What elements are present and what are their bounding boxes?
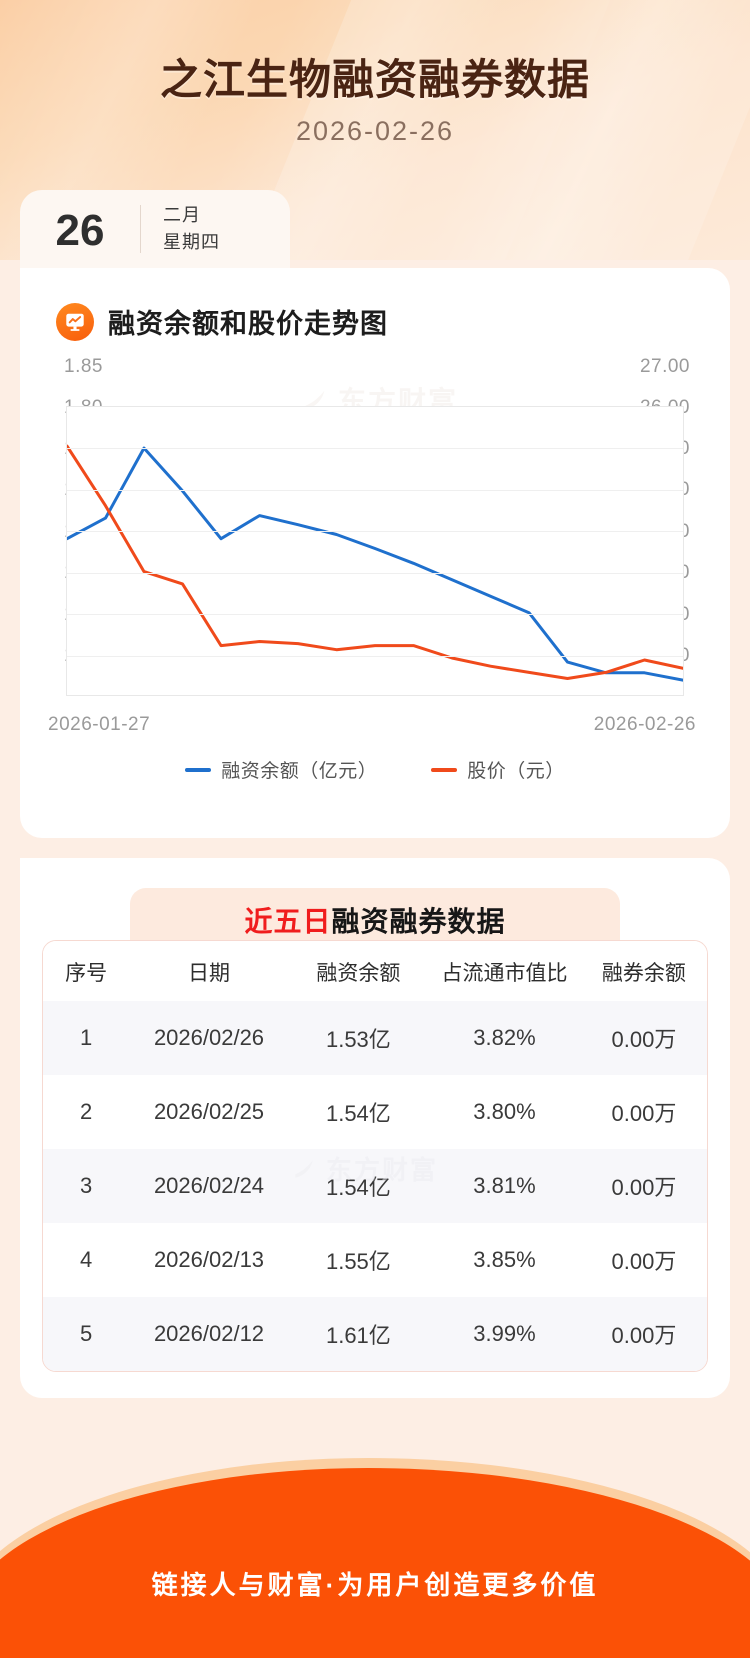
y-left-tick-1_85: 1.85	[64, 356, 103, 377]
y-right-tick-27: 27.00	[639, 356, 690, 377]
gridline	[67, 573, 683, 574]
cell-index: 2	[43, 1075, 130, 1149]
cell-sec-balance: 0.00万	[580, 1149, 707, 1223]
gridline	[67, 448, 683, 449]
calendar-month: 二月	[163, 205, 201, 225]
cell-date: 2026/02/13	[129, 1223, 289, 1297]
col-header-date: 日期	[129, 941, 289, 1001]
table-row[interactable]: 1 2026/02/26 1.53亿 3.82% 0.00万	[43, 1001, 707, 1075]
table-header-row: 序号 日期 融资余额 占流通市值比 融券余额	[43, 941, 707, 1001]
chart-card: 融资余额和股价走势图 东方财富 1.85 1.80 1.75 1.70 1.65…	[20, 268, 730, 838]
table-row[interactable]: 5 2026/02/12 1.61亿 3.99% 0.00万	[43, 1297, 707, 1371]
gridline	[67, 614, 683, 615]
table-title: 近五日融资融券数据	[244, 900, 505, 940]
chart-title: 融资余额和股价走势图	[108, 309, 388, 339]
table-row[interactable]: 3 2026/02/24 1.54亿 3.81% 0.00万	[43, 1149, 707, 1223]
legend-item-guijia[interactable]: 股价（元）	[431, 756, 565, 783]
chart-area: 东方财富 1.85 1.80 1.75 1.70 1.65 1.60 1.55 …	[20, 356, 730, 824]
cell-balance: 1.54亿	[288, 1149, 429, 1223]
table-row[interactable]: 4 2026/02/13 1.55亿 3.85% 0.00万	[43, 1223, 707, 1297]
chart-lines	[65, 444, 685, 682]
cell-date: 2026/02/26	[129, 1001, 289, 1075]
table-row[interactable]: 2 2026/02/25 1.54亿 3.80% 0.00万	[43, 1075, 707, 1149]
cell-sec-balance: 0.00万	[580, 1223, 707, 1297]
cell-balance: 1.54亿	[288, 1075, 429, 1149]
col-header-balance: 融资余额	[288, 941, 429, 1001]
calendar-weekday: 星期四	[163, 232, 220, 252]
chart-monitor-icon	[56, 302, 94, 341]
page-subtitle-date: 2026-02-26	[295, 116, 455, 146]
cell-date: 2026/02/24	[129, 1149, 289, 1223]
page-title: 之江生物融资融券数据	[159, 56, 590, 103]
chart-legend: 融资余额（亿元） 股价（元）	[20, 756, 730, 783]
cell-sec-balance: 0.00万	[580, 1001, 707, 1075]
legend-label-rongzi-yue: 融资余额（亿元）	[221, 761, 378, 782]
cell-index: 5	[43, 1297, 130, 1371]
legend-swatch-blue	[185, 767, 212, 772]
cell-pct: 3.82%	[428, 1001, 581, 1075]
x-axis-start-label: 2026-01-27	[48, 714, 151, 735]
cell-pct: 3.99%	[428, 1297, 581, 1371]
gridline	[67, 656, 683, 657]
x-axis-end-label: 2026-02-26	[593, 714, 696, 735]
legend-item-rongzi-yue[interactable]: 融资余额（亿元）	[185, 756, 377, 783]
cell-sec-balance: 0.00万	[580, 1075, 707, 1149]
col-header-pct: 占流通市值比	[428, 941, 581, 1001]
col-header-index: 序号	[43, 941, 130, 1001]
cell-balance: 1.53亿	[288, 1001, 429, 1075]
cell-pct: 3.80%	[428, 1075, 581, 1149]
cell-date: 2026/02/25	[129, 1075, 289, 1149]
chart-header: 融资余额和股价走势图	[56, 302, 388, 341]
calendar-day: 26	[55, 206, 105, 255]
legend-label-guijia: 股价（元）	[467, 761, 565, 782]
cell-index: 1	[43, 1001, 130, 1075]
cell-balance: 1.55亿	[288, 1223, 429, 1297]
col-header-sec-balance: 融券余额	[580, 941, 707, 1001]
legend-swatch-orange	[431, 767, 458, 772]
gridline	[67, 490, 683, 491]
cell-balance: 1.61亿	[288, 1297, 429, 1371]
table-title-highlight: 近五日	[244, 906, 332, 937]
table-title-rest: 融资融券数据	[331, 906, 506, 937]
table-card: 近五日融资融券数据 东方财富 序号 日期 融资余额 占流通市值比 融券余额 1	[20, 858, 730, 1398]
calendar-detail: 二月 星期四	[141, 202, 220, 256]
margin-trading-table: 序号 日期 融资余额 占流通市值比 融券余额 1 2026/02/26 1.53…	[42, 940, 708, 1372]
chart-plot-area	[65, 406, 685, 696]
gridline	[67, 531, 683, 532]
cell-index: 4	[43, 1223, 130, 1297]
cell-index: 3	[43, 1149, 130, 1223]
calendar-card: 26 二月 星期四	[20, 190, 290, 268]
footer-banner	[0, 1398, 750, 1658]
cell-pct: 3.81%	[428, 1149, 581, 1223]
cell-pct: 3.85%	[428, 1223, 581, 1297]
cell-sec-balance: 0.00万	[580, 1297, 707, 1371]
cell-date: 2026/02/12	[129, 1297, 289, 1371]
calendar-divider	[140, 205, 141, 253]
footer-slogan: 链接人与财富·为用户创造更多价值	[151, 1570, 599, 1600]
